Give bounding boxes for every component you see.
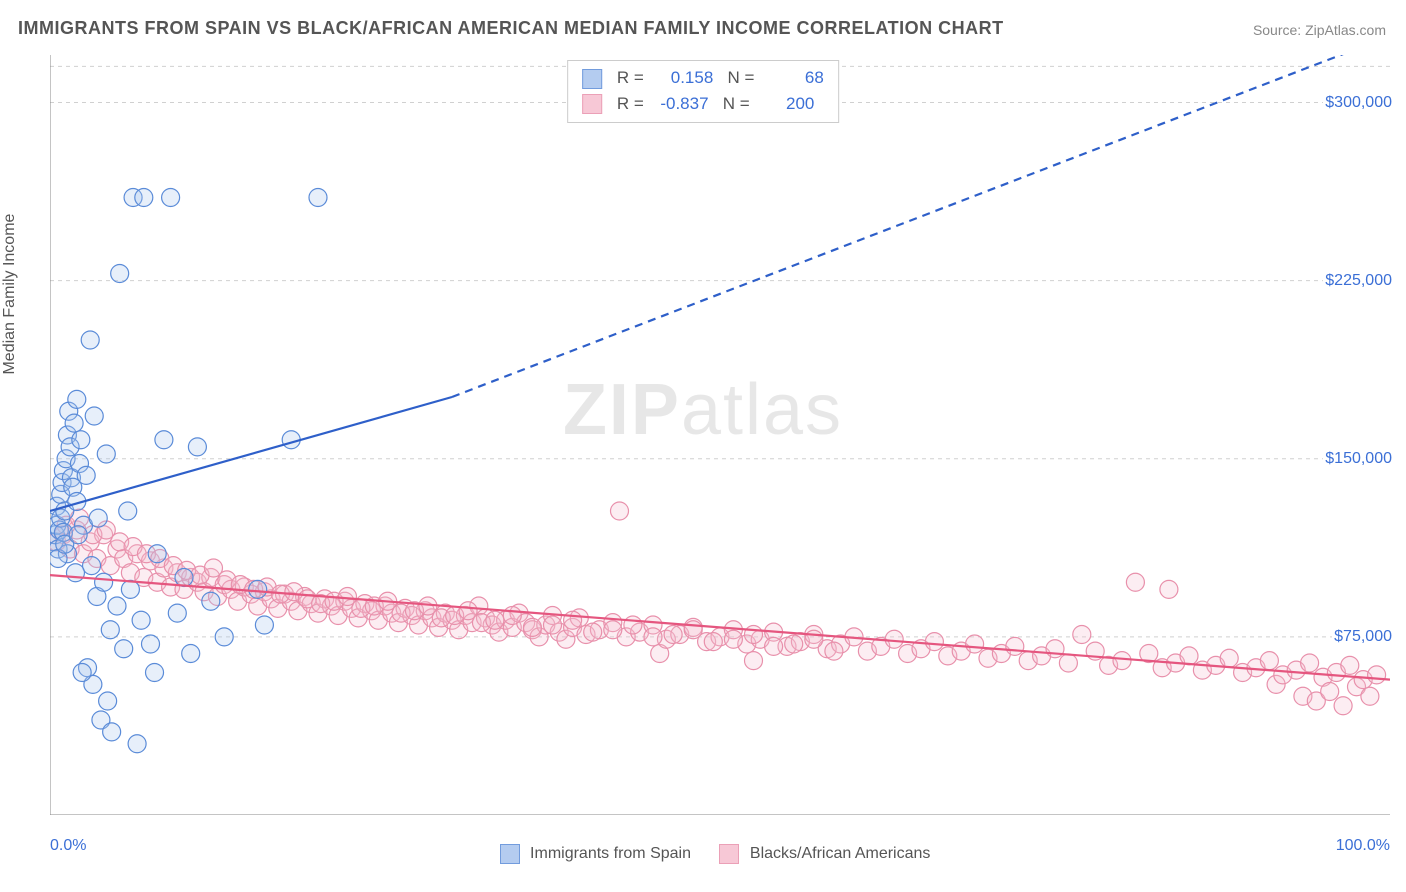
y-tick-label: $300,000 (1323, 94, 1394, 112)
series-label-black: Blacks/African Americans (750, 845, 931, 862)
swatch-spain (582, 69, 602, 89)
y-tick-label: $75,000 (1332, 628, 1394, 646)
scatter-plot (50, 55, 1390, 815)
series-label-spain: Immigrants from Spain (530, 845, 691, 862)
series-legend: Immigrants from Spain Blacks/African Ame… (0, 844, 1406, 864)
y-tick-label: $150,000 (1323, 450, 1394, 468)
swatch-black (582, 94, 602, 114)
y-axis-label: Median Family Income (1, 214, 19, 375)
correlation-chart: IMMIGRANTS FROM SPAIN VS BLACK/AFRICAN A… (0, 0, 1406, 892)
legend-row-black: R = -0.837 N = 200 (582, 91, 824, 117)
source-attribution: Source: ZipAtlas.com (1253, 22, 1386, 38)
y-tick-label: $225,000 (1323, 272, 1394, 290)
swatch-black-icon (719, 844, 739, 864)
chart-title: IMMIGRANTS FROM SPAIN VS BLACK/AFRICAN A… (18, 18, 1004, 39)
legend-row-spain: R = 0.158 N = 68 (582, 65, 824, 91)
correlation-legend: R = 0.158 N = 68 R = -0.837 N = 200 (567, 60, 839, 123)
swatch-spain-icon (500, 844, 520, 864)
